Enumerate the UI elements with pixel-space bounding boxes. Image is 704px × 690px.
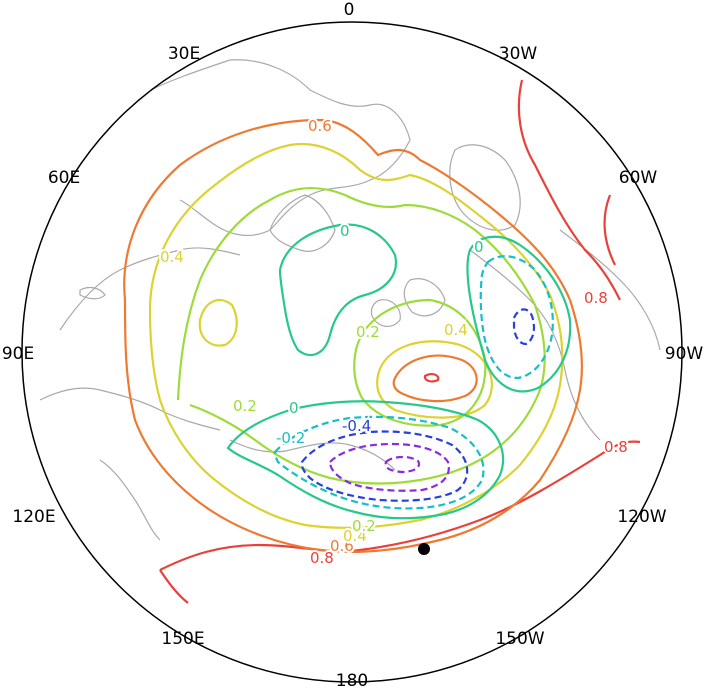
contour-0.8-pacific (159, 440, 641, 571)
lon-label-150w: 150W (495, 629, 544, 649)
contour-0-bottom (226, 400, 505, 520)
contour-0.4-outer (148, 142, 564, 529)
contour--0.4-bottom (300, 430, 469, 502)
coast-greenland (449, 144, 521, 231)
coast-europe (139, 59, 411, 237)
contours (123, 79, 641, 604)
label-0.2-bottom: 0.2 (352, 517, 376, 535)
coast-alaska (229, 439, 396, 471)
label-0-right: 0 (474, 238, 484, 256)
label-0.6-bottom: 0.6 (330, 537, 354, 555)
contour-0.2-outer (176, 187, 546, 485)
contour--0.6-core (384, 455, 421, 474)
contour-0.6-center (392, 354, 478, 403)
label-0.8-atlantic: 0.8 (584, 289, 608, 307)
lon-label-90w: 90W (665, 344, 704, 364)
lon-label-30w: 30W (499, 44, 538, 64)
lon-label-180: 180 (336, 671, 368, 690)
contour-0.4-left-blob (198, 298, 238, 347)
coastlines (39, 59, 661, 541)
coast-canada-islands (370, 278, 446, 327)
coast-east-asia (99, 459, 161, 541)
contour-0-right (466, 235, 572, 393)
label-0.8-pacific-right: 0.8 (604, 438, 628, 456)
contour-0.8-center (423, 373, 440, 383)
lon-label-90e: 90E (2, 344, 34, 364)
label-0.4-bottom: 0.4 (343, 527, 367, 545)
label-0.8-pacific: 0.8 (310, 549, 334, 567)
lon-label-150e: 150E (161, 629, 204, 649)
lon-label-120e: 120E (12, 507, 55, 527)
label--0.2: -0.2 (276, 429, 305, 447)
label-0.4-left: 0.4 (160, 248, 184, 266)
map-boundary-circle (21, 21, 683, 683)
contour-labels: 0.6 0.4 0.2 0 0 0.2 0.4 0.8 0.8 0 -0.2 -… (158, 115, 630, 569)
contour-0.6-outer (123, 118, 584, 554)
coast-siberia (39, 247, 241, 431)
contour-0.4-center (376, 340, 493, 419)
label-0-bottom: 0 (289, 399, 299, 417)
label-0.2-center: 0.2 (356, 323, 380, 341)
station-dot-marker (418, 543, 430, 555)
contour--0.2-bottom (273, 415, 485, 510)
label-0-left: 0 (340, 222, 350, 240)
contour-0.8-pacific-left (159, 569, 189, 604)
label-0.2-left: 0.2 (233, 397, 257, 415)
lon-label-60e: 60E (48, 168, 80, 188)
coast-caspian (79, 286, 106, 300)
lon-label-30e: 30E (168, 44, 200, 64)
contour--0.2-right (479, 255, 554, 380)
label-0.4-center: 0.4 (444, 321, 468, 339)
contour-0-left (278, 223, 398, 357)
coast-scandinavia (269, 194, 336, 252)
contour--0.6-bottom (328, 442, 450, 492)
contour-0.8-atlantic (517, 79, 621, 301)
label-0.6-top: 0.6 (308, 117, 332, 135)
lon-label-0: 0 (344, 0, 355, 20)
label--0.4: -0.4 (342, 417, 371, 435)
lon-label-60w: 60W (619, 168, 658, 188)
contour--0.4-right (512, 308, 536, 346)
lon-label-120w: 120W (617, 507, 666, 527)
coast-north-america (469, 229, 661, 441)
contour-0.2-center (353, 298, 487, 427)
